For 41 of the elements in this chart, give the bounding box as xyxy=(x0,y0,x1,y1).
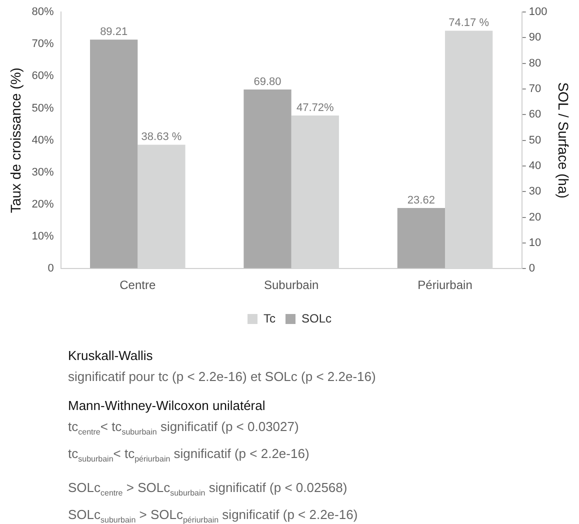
y-tick-label: 30% xyxy=(32,166,54,178)
y2-tick-label: 10 xyxy=(528,236,542,249)
y-tick-label: 20% xyxy=(32,198,54,210)
data-label: 47.72% xyxy=(296,102,334,114)
x-tick-label: Centre xyxy=(120,278,156,292)
y2-tick-label: 30 xyxy=(528,186,542,198)
y-tick-label: 40% xyxy=(32,134,54,146)
data-label: 23.62 xyxy=(407,194,435,207)
y-tick-label: 80% xyxy=(32,6,54,18)
y2-tick-label: 60 xyxy=(528,108,542,121)
text: SOLc$_{centre}$ > SOLc$_{suburbain}$ significatif (p < 0.02568) xyxy=(68,479,348,500)
y-tick-label: 10% xyxy=(32,230,54,243)
y-tick-label: 70% xyxy=(32,38,54,50)
text: tc$_{centre}$< tc$_{suburbain}$ significatif (p < 0.03027) xyxy=(68,418,300,439)
x-tick-label: Suburbain xyxy=(264,278,319,292)
text: Kruskall-Wallis xyxy=(68,347,154,365)
y2-tick-label: 80 xyxy=(528,57,542,70)
data-label: 38.63 % xyxy=(141,131,182,144)
y-axis-title: Taux de croissance (%) xyxy=(7,68,24,214)
text: Mann-Withney-Wilcoxon unilatéral xyxy=(68,397,266,415)
y2-tick-label: 20 xyxy=(528,211,542,224)
text: significatif pour tc (p < 2.2e-16) et SOLc (p < 2.2e-16) xyxy=(68,368,376,386)
y-tick-label: 50% xyxy=(32,102,54,114)
text: tc$_{suburbain}$< tc$_{périurbain}$ significatif (p < 2.2e-16) xyxy=(68,444,310,466)
y2-tick-label: 90 xyxy=(528,32,542,44)
y2-tick-label: 70 xyxy=(528,83,542,96)
data-label: 69.80 xyxy=(254,76,282,88)
y-tick-label: 60% xyxy=(32,70,54,82)
y2-tick-label: 0 xyxy=(528,262,535,275)
y2-tick-label: 40 xyxy=(528,160,542,172)
legend-label: SOLc xyxy=(301,311,332,326)
bar xyxy=(397,208,446,268)
legend-label: Tc xyxy=(263,311,276,326)
data-label: 74.17 % xyxy=(448,17,490,30)
y2-tick-label: 50 xyxy=(528,134,542,146)
x-tick-label: Périurbain xyxy=(418,278,472,292)
data-label: 89.21 xyxy=(100,26,128,38)
y2-axis-title: SOL / Surface (ha) xyxy=(556,82,572,198)
y2-tick-label: 100 xyxy=(528,6,548,18)
y-tick-label: 0 xyxy=(48,262,54,275)
text: SOLc$_{suburbain}$ > SOLc$_{périurbain}$ significatif (p < 2.2e-16) xyxy=(68,506,359,524)
